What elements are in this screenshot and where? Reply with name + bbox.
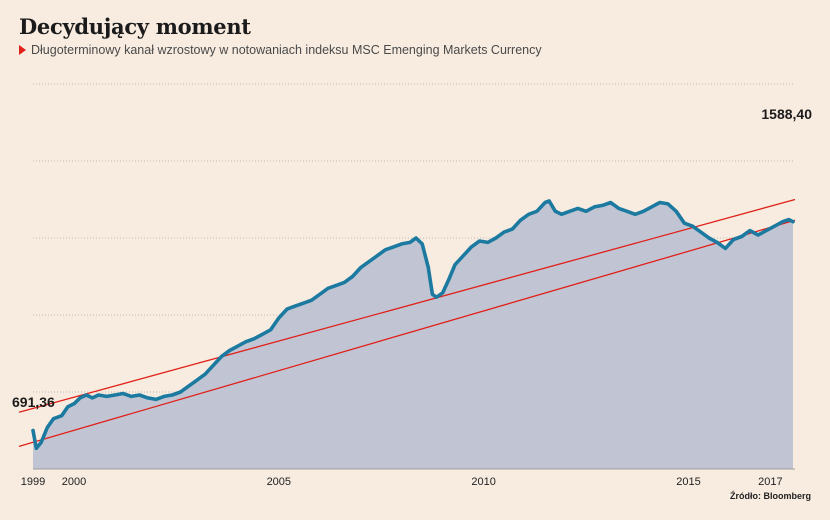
red-triangle-icon <box>19 45 26 55</box>
x-tick-label: 2010 <box>471 476 495 488</box>
x-tick-label: 2000 <box>62 476 86 488</box>
source-note: Źródło: Bloomberg <box>730 491 811 501</box>
chart-title: Decydujący moment <box>19 14 251 39</box>
subtitle-text: Długoterminowy kanał wzrostowy w notowan… <box>31 43 542 57</box>
series-area <box>33 201 793 469</box>
channel-upper-line <box>18 198 796 413</box>
x-tick-label: 1999 <box>21 476 45 488</box>
x-tick-label: 2015 <box>676 476 700 488</box>
x-tick-label: 2017 <box>758 476 782 488</box>
start-value-label: 691,36 <box>12 394 55 410</box>
channel-lower-line <box>18 219 796 447</box>
x-tick-label: 2005 <box>267 476 291 488</box>
end-value-label: 1588,40 <box>761 106 812 122</box>
chart-subtitle: Długoterminowy kanał wzrostowy w notowan… <box>19 43 542 57</box>
series-line <box>31 199 795 451</box>
